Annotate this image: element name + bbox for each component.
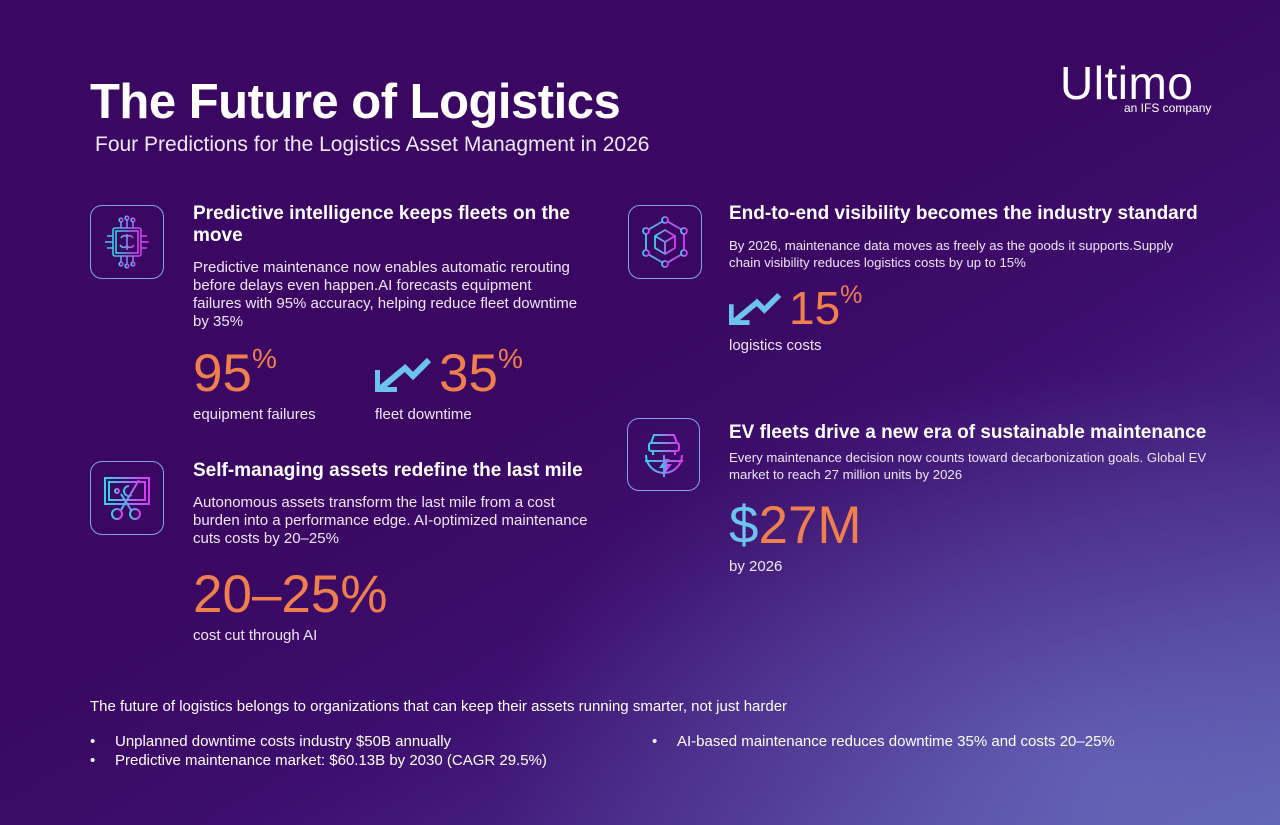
section-ev-fleets: EV fleets drive a new era of sustainable… (729, 420, 1229, 575)
trend-down-arrow-icon (375, 357, 432, 392)
section-body: Predictive maintenance now enables autom… (193, 259, 578, 330)
stat-label: logistics costs (729, 337, 822, 354)
footer-bullet: Unplanned downtime costs industry $50B a… (90, 732, 630, 751)
stat-label: fleet downtime (375, 406, 472, 423)
section-body: Autonomous assets transform the last mil… (193, 494, 588, 547)
footer-bullet: Predictive maintenance market: $60.13B b… (90, 751, 630, 770)
section-heading: End-to-end visibility becomes the indust… (729, 203, 1198, 224)
footer-bullets-right: AI-based maintenance reduces downtime 35… (652, 732, 1212, 751)
ev-globe-icon (627, 418, 700, 491)
stat-label: by 2026 (729, 558, 783, 575)
brand-tagline: an IFS company (1124, 101, 1212, 115)
ai-chip-brain-icon (90, 205, 164, 279)
page-subtitle: Four Predictions for the Logistics Asset… (95, 133, 650, 156)
footer-bullets-left: Unplanned downtime costs industry $50B a… (90, 732, 630, 770)
section-heading: EV fleets drive a new era of sustainable… (729, 422, 1207, 443)
trend-down-arrow-icon (729, 292, 782, 325)
section-predictive-intelligence: Predictive intelligence keeps fleets on … (193, 203, 593, 423)
network-cube-icon (628, 205, 702, 279)
stat-value: 35% (439, 343, 523, 403)
stat-label: equipment failures (193, 406, 316, 423)
section-end-to-end-visibility: End-to-end visibility becomes the indust… (729, 203, 1229, 354)
stat-value: 15% (789, 281, 863, 334)
footer-intro: The future of logistics belongs to organ… (90, 698, 788, 715)
section-body: Every maintenance decision now counts to… (729, 450, 1207, 482)
money-scissors-icon (90, 461, 164, 535)
section-self-managing-assets: Self-managing assets redefine the last m… (193, 460, 598, 644)
section-body: By 2026, maintenance data moves as freel… (729, 238, 1174, 270)
section-heading: Self-managing assets redefine the last m… (193, 460, 583, 481)
section-heading: Predictive intelligence keeps fleets on … (193, 203, 570, 246)
stat-value: 20–25% (193, 565, 388, 624)
stat-value: 95% (193, 343, 277, 403)
page-title: The Future of Logistics (90, 75, 621, 129)
stat-value: $27M (729, 496, 862, 555)
footer-bullet: AI-based maintenance reduces downtime 35… (652, 732, 1212, 751)
stat-label: cost cut through AI (193, 627, 318, 644)
brand-logo: Ultimo (1060, 57, 1194, 109)
